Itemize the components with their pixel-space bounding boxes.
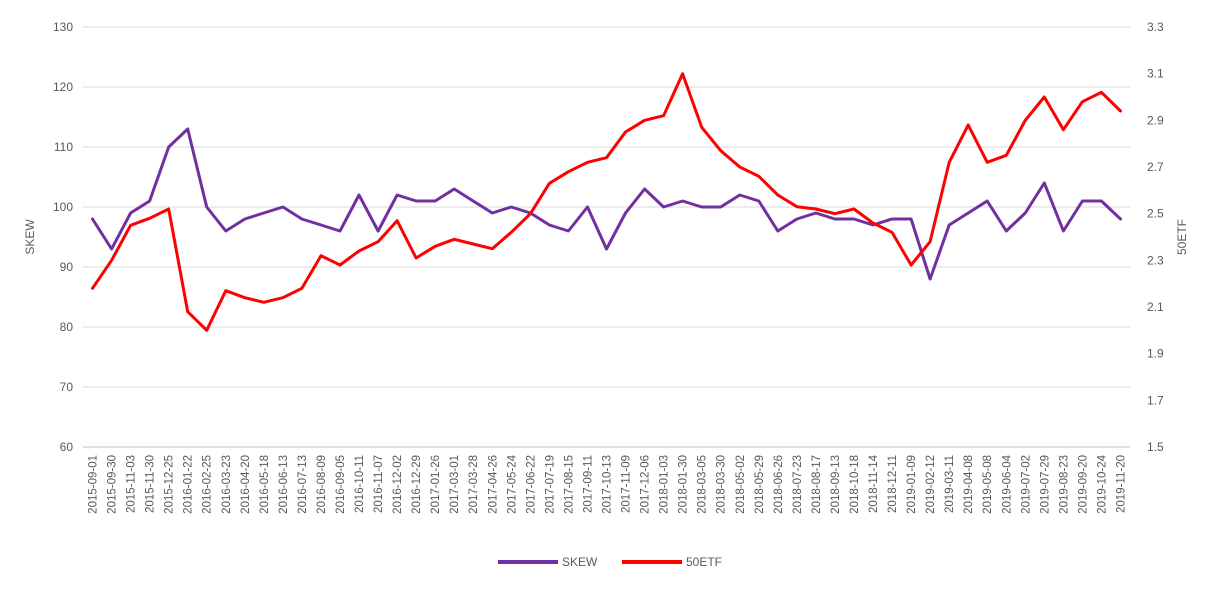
right-tick-label: 2.1	[1147, 300, 1164, 314]
x-tick-label: 2017-06-22	[525, 455, 537, 514]
x-tick-label: 2016-04-20	[240, 455, 252, 514]
right-tick-label: 1.5	[1147, 440, 1164, 454]
legend-label-skew: SKEW	[562, 555, 598, 569]
x-tick-label: 2019-08-23	[1058, 455, 1070, 514]
x-tick-label: 2015-12-25	[164, 455, 176, 514]
x-tick-label: 2018-06-26	[773, 455, 785, 514]
x-tick-label: 2018-01-30	[678, 455, 690, 514]
x-tick-label: 2016-10-11	[354, 455, 366, 513]
x-tick-label: 2017-07-19	[544, 455, 556, 514]
x-tick-label: 2017-12-06	[640, 455, 652, 514]
x-tick-label: 2017-10-13	[602, 455, 614, 514]
x-tick-label: 2018-09-13	[830, 455, 842, 514]
x-tick-label: 2016-05-18	[259, 455, 271, 514]
x-tick-label: 2017-09-11	[582, 455, 594, 513]
x-tick-label: 2015-09-01	[88, 455, 100, 514]
right-tick-label: 1.9	[1147, 347, 1164, 361]
legend-entry-skew: SKEW	[498, 555, 598, 569]
left-axis-title: SKEW	[23, 219, 37, 255]
x-tick-label: 2019-10-24	[1096, 454, 1108, 513]
series-lines	[91, 72, 1122, 332]
x-tick-label: 2016-01-22	[183, 455, 195, 514]
x-tick-label: 2018-01-03	[659, 455, 671, 514]
legend-entry-50etf: 50ETF	[622, 555, 722, 569]
x-tick-label: 2016-03-23	[221, 455, 233, 514]
x-tick-label: 2016-12-29	[411, 455, 423, 514]
x-tick-label: 2018-03-30	[716, 455, 728, 514]
left-tick-label: 110	[54, 140, 73, 154]
x-tick-label: 2018-03-05	[697, 455, 709, 514]
right-tick-label: 3.3	[1147, 20, 1164, 34]
right-tick-label: 2.9	[1147, 113, 1164, 127]
left-tick-label: 90	[60, 260, 74, 274]
x-tick-label: 2017-03-28	[468, 455, 480, 514]
x-tick-label: 2018-10-18	[849, 455, 861, 514]
left-tick-label: 60	[60, 440, 74, 454]
x-tick-label: 2017-08-15	[563, 455, 575, 514]
x-tick-label: 2018-05-29	[754, 455, 766, 514]
right-axis-title: 50ETF	[1175, 219, 1189, 255]
right-tick-label: 2.5	[1147, 207, 1164, 221]
x-tick-label: 2019-01-09	[906, 455, 918, 514]
x-tick-label: 2019-05-08	[982, 455, 994, 514]
series-line-skew	[91, 127, 1122, 281]
right-tick-label: 2.3	[1147, 253, 1164, 267]
legend-label-50etf: 50ETF	[686, 555, 722, 569]
x-tick-label: 2015-11-03	[126, 455, 138, 513]
x-tick-label: 2017-11-09	[621, 455, 633, 513]
left-tick-label: 100	[53, 200, 73, 214]
x-tick-label: 2019-07-29	[1039, 455, 1051, 514]
x-tick-label: 2017-03-01	[449, 455, 461, 514]
x-tick-label: 2019-02-12	[925, 455, 937, 514]
x-tick-label: 2015-11-30	[145, 455, 157, 513]
x-tick-label: 2016-07-13	[297, 455, 309, 514]
legend: SKEW 50ETF	[498, 555, 722, 569]
x-tick-label: 2016-12-02	[392, 455, 404, 514]
x-tick-label: 2018-07-23	[792, 455, 804, 514]
right-tick-label: 3.1	[1147, 67, 1164, 81]
left-tick-label: 70	[60, 380, 74, 394]
left-tick-label: 80	[60, 320, 74, 334]
x-tick-label: 2017-05-24	[506, 454, 518, 513]
x-tick-label: 2017-04-26	[487, 455, 499, 514]
x-tick-label: 2018-11-14	[868, 454, 880, 513]
left-axis-ticks: 60 70 80 90 100 110 120 130	[53, 20, 73, 454]
x-tick-label: 2016-11-07	[373, 455, 385, 513]
x-tick-label: 2019-11-20	[1115, 455, 1127, 513]
x-tick-label: 2016-02-25	[202, 455, 214, 514]
x-tick-label: 2016-08-09	[316, 455, 328, 514]
right-axis-ticks: 1.5 1.7 1.9 2.1 2.3 2.5 2.7 2.9 3.1 3.3	[1147, 20, 1164, 454]
x-tick-label: 2017-01-26	[430, 455, 442, 514]
right-tick-label: 2.7	[1147, 160, 1164, 174]
series-line-50etf	[91, 72, 1122, 332]
x-tick-label: 2015-09-30	[107, 455, 119, 514]
x-tick-label: 2019-06-04	[1001, 454, 1013, 513]
x-axis-ticks: 2015-09-01 2015-09-30 2015-11-03 2015-11-30…	[88, 454, 1128, 513]
x-tick-label: 2019-03-11	[944, 455, 956, 513]
x-tick-label: 2018-12-11	[887, 455, 899, 513]
x-tick-label: 2019-09-20	[1077, 455, 1089, 514]
gridlines	[83, 26, 1130, 388]
left-tick-label: 130	[53, 20, 73, 34]
x-tick-label: 2019-07-02	[1020, 455, 1032, 514]
x-tick-label: 2016-06-13	[278, 455, 290, 514]
x-tick-label: 2018-08-17	[811, 455, 823, 514]
x-tick-label: 2016-09-05	[335, 455, 347, 514]
x-tick-label: 2019-04-08	[963, 455, 975, 514]
left-tick-label: 120	[53, 80, 73, 94]
x-tick-label: 2018-05-02	[735, 455, 747, 514]
right-tick-label: 1.7	[1147, 393, 1164, 407]
